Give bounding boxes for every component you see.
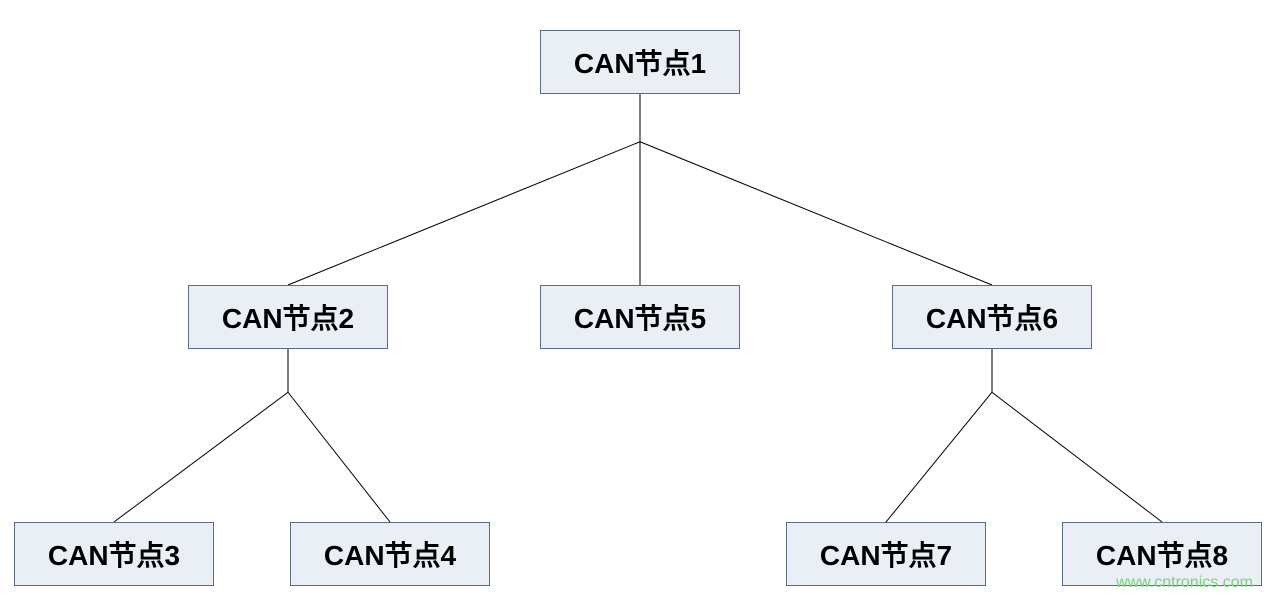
tree-node-label: CAN节点2 — [222, 297, 354, 337]
tree-node-label: CAN节点4 — [324, 534, 456, 574]
tree-edge — [288, 94, 640, 285]
tree-node-label: CAN节点7 — [820, 534, 952, 574]
tree-node-n4: CAN节点4 — [290, 522, 490, 586]
tree-node-n2: CAN节点2 — [188, 285, 388, 349]
tree-node-label: CAN节点1 — [574, 42, 706, 82]
tree-node-label: CAN节点5 — [574, 297, 706, 337]
tree-edge — [640, 94, 992, 285]
tree-edge — [992, 349, 1162, 522]
watermark-text: www.cntronics.com — [1116, 574, 1253, 592]
tree-node-n5: CAN节点5 — [540, 285, 740, 349]
tree-edge — [114, 349, 288, 522]
tree-node-n7: CAN节点7 — [786, 522, 986, 586]
tree-node-label: CAN节点3 — [48, 534, 180, 574]
tree-edge — [288, 349, 390, 522]
tree-node-n1: CAN节点1 — [540, 30, 740, 94]
tree-node-label: CAN节点6 — [926, 297, 1058, 337]
tree-node-n3: CAN节点3 — [14, 522, 214, 586]
tree-node-n6: CAN节点6 — [892, 285, 1092, 349]
tree-node-label: CAN节点8 — [1096, 534, 1228, 574]
tree-edge — [886, 349, 992, 522]
